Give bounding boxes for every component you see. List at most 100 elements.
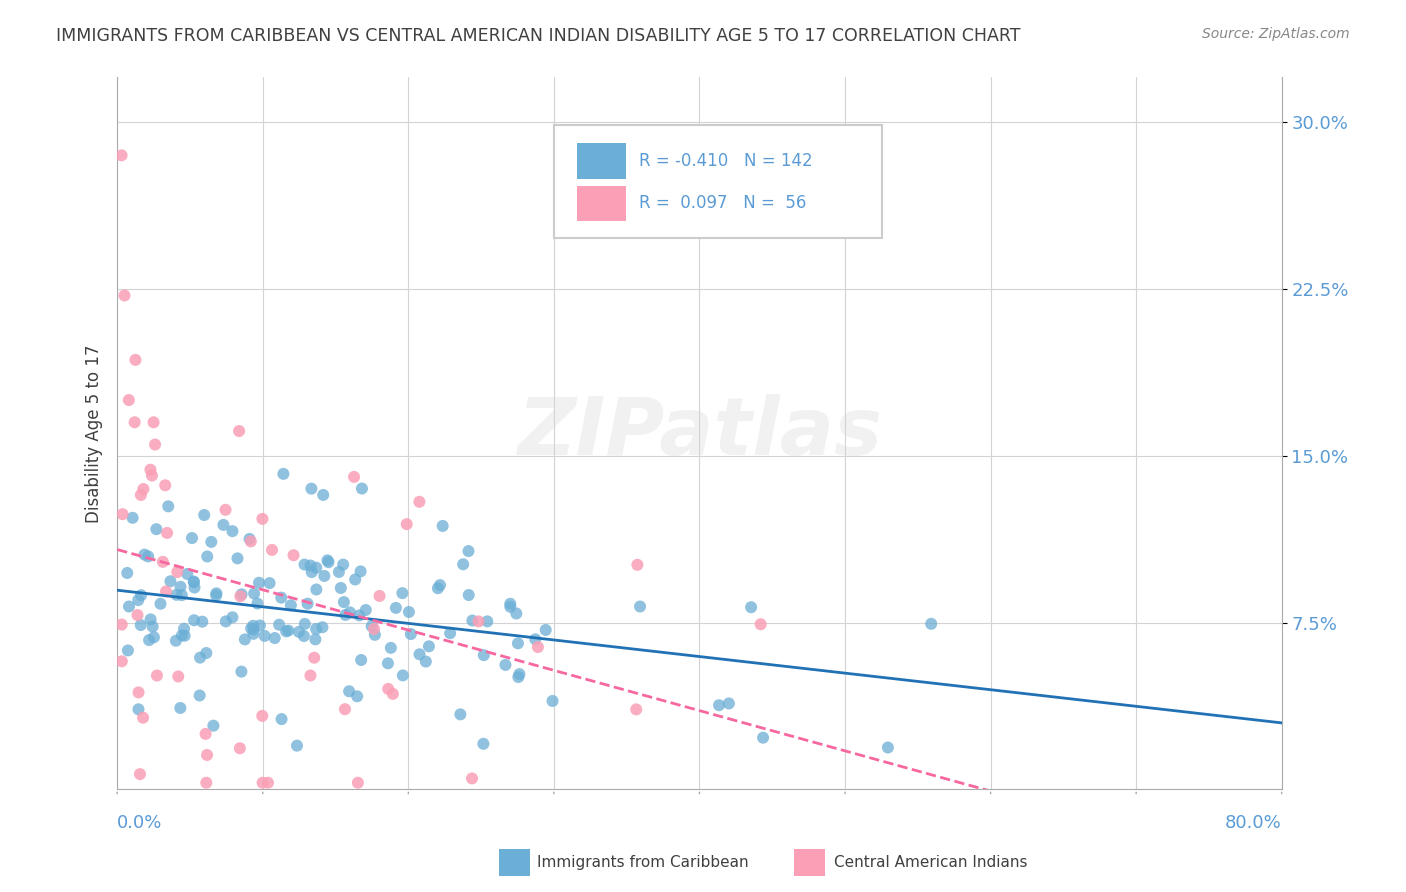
Point bbox=[494, 657, 516, 672]
Point bbox=[381, 687, 404, 701]
Point bbox=[129, 588, 152, 602]
Point bbox=[505, 607, 527, 621]
Point bbox=[252, 709, 274, 723]
Point bbox=[283, 548, 305, 562]
Point bbox=[111, 654, 134, 668]
Point bbox=[508, 670, 530, 684]
Text: ZIPatlas: ZIPatlas bbox=[517, 394, 882, 473]
Point bbox=[188, 689, 211, 703]
Point bbox=[312, 488, 335, 502]
Point bbox=[152, 555, 174, 569]
Point bbox=[877, 740, 900, 755]
Point bbox=[477, 615, 499, 629]
Point bbox=[461, 614, 484, 628]
Point bbox=[246, 597, 269, 611]
Point bbox=[347, 775, 370, 789]
Point bbox=[534, 623, 557, 637]
Point bbox=[408, 495, 430, 509]
Point bbox=[202, 719, 225, 733]
FancyBboxPatch shape bbox=[578, 143, 626, 178]
Point bbox=[132, 482, 155, 496]
Point bbox=[214, 503, 236, 517]
Point bbox=[195, 646, 218, 660]
Point bbox=[176, 566, 198, 581]
Point bbox=[142, 619, 165, 633]
Point bbox=[292, 629, 315, 643]
Point bbox=[273, 467, 295, 481]
Point bbox=[399, 627, 422, 641]
Point bbox=[524, 632, 547, 647]
Point bbox=[377, 681, 399, 696]
Point bbox=[499, 597, 522, 611]
Point bbox=[173, 629, 195, 643]
Point bbox=[472, 737, 495, 751]
Point bbox=[302, 650, 325, 665]
Point bbox=[343, 470, 366, 484]
Point bbox=[380, 640, 402, 655]
Point bbox=[451, 558, 474, 572]
Point bbox=[301, 565, 323, 579]
Point bbox=[117, 566, 139, 580]
Point bbox=[242, 623, 264, 637]
Point bbox=[346, 690, 368, 704]
Point bbox=[166, 565, 188, 579]
Point bbox=[350, 653, 373, 667]
Point bbox=[408, 648, 430, 662]
Text: 80.0%: 80.0% bbox=[1225, 814, 1282, 832]
Point bbox=[360, 619, 382, 633]
Point bbox=[129, 488, 152, 502]
Point bbox=[231, 587, 253, 601]
Point bbox=[110, 148, 132, 162]
Point bbox=[311, 620, 333, 634]
Point bbox=[195, 775, 218, 789]
Text: Central American Indians: Central American Indians bbox=[834, 855, 1028, 870]
Point bbox=[305, 622, 328, 636]
Point bbox=[239, 534, 262, 549]
Point bbox=[166, 588, 188, 602]
Point bbox=[159, 574, 181, 589]
Point bbox=[205, 588, 228, 602]
Point bbox=[354, 603, 377, 617]
Point bbox=[398, 605, 420, 619]
Point bbox=[134, 548, 156, 562]
Point bbox=[143, 437, 166, 451]
Point bbox=[316, 553, 339, 567]
Point bbox=[332, 558, 354, 572]
Point bbox=[749, 617, 772, 632]
Point bbox=[920, 616, 942, 631]
Point bbox=[243, 586, 266, 600]
Point bbox=[368, 589, 391, 603]
Point bbox=[141, 468, 163, 483]
Point bbox=[129, 618, 152, 632]
Text: Immigrants from Caribbean: Immigrants from Caribbean bbox=[537, 855, 749, 870]
Point bbox=[439, 626, 461, 640]
Y-axis label: Disability Age 5 to 17: Disability Age 5 to 17 bbox=[86, 344, 103, 523]
Point bbox=[215, 615, 238, 629]
Point bbox=[626, 558, 648, 572]
Point bbox=[200, 535, 222, 549]
Point bbox=[499, 599, 522, 614]
Point bbox=[156, 525, 179, 540]
Point bbox=[142, 415, 165, 429]
Point bbox=[426, 581, 449, 595]
Point bbox=[527, 640, 550, 654]
Point bbox=[188, 650, 211, 665]
Point bbox=[263, 631, 285, 645]
Point bbox=[253, 629, 276, 643]
Point bbox=[432, 519, 454, 533]
Point bbox=[221, 610, 243, 624]
Text: 0.0%: 0.0% bbox=[117, 814, 163, 832]
Point bbox=[305, 560, 328, 574]
Point bbox=[117, 643, 139, 657]
Point bbox=[285, 739, 308, 753]
Point bbox=[170, 628, 193, 642]
Point bbox=[391, 586, 413, 600]
Point bbox=[395, 517, 418, 532]
Point bbox=[205, 586, 228, 600]
Point bbox=[305, 582, 328, 597]
Point bbox=[136, 549, 159, 564]
Point bbox=[297, 597, 319, 611]
Point bbox=[183, 613, 205, 627]
Point bbox=[717, 697, 740, 711]
Point bbox=[128, 685, 150, 699]
